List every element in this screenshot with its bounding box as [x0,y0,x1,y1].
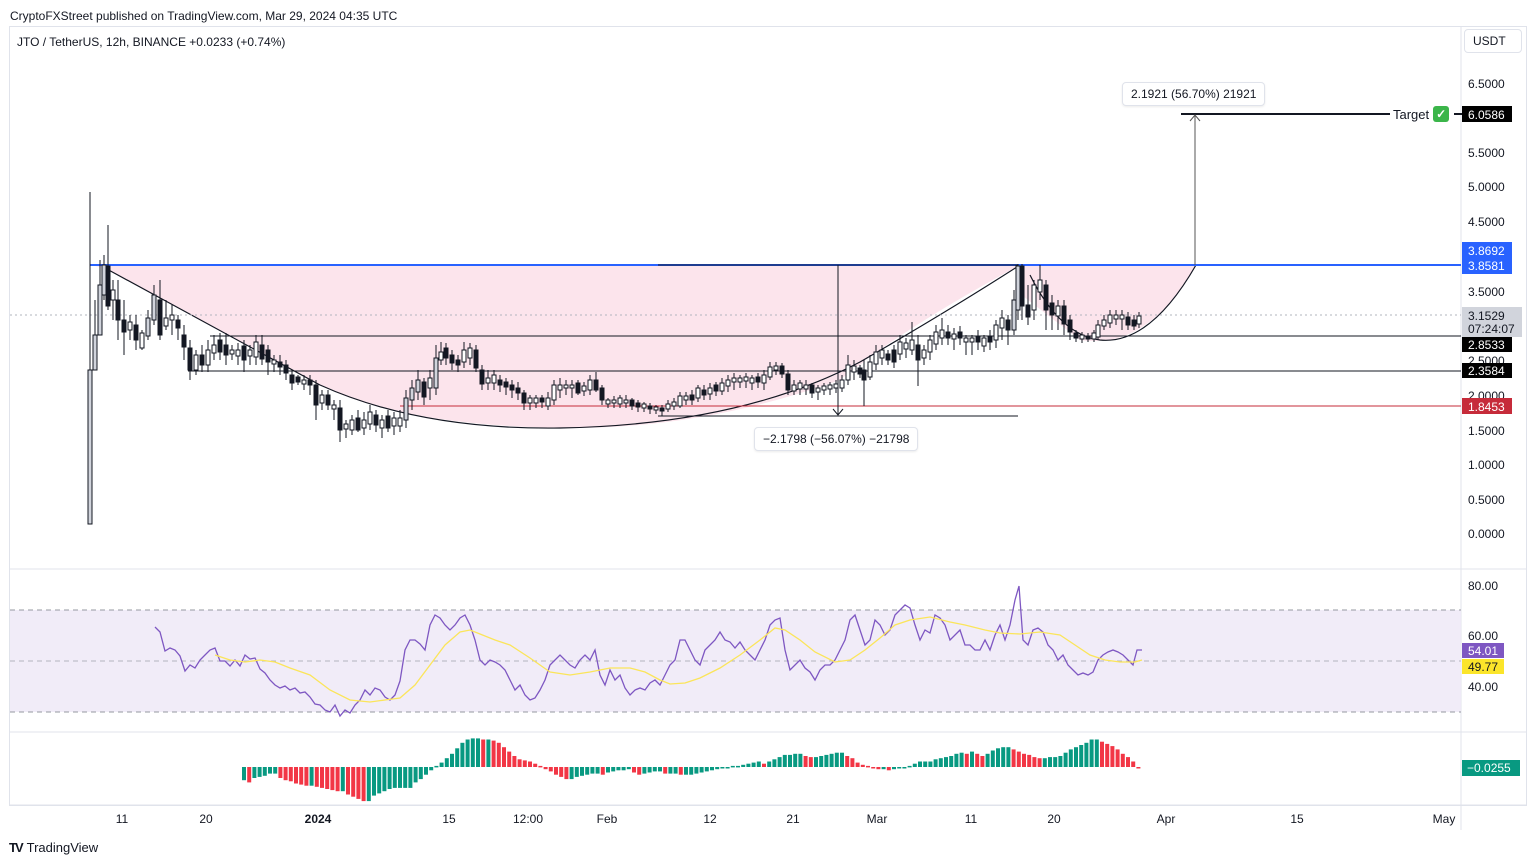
time-tick: 21 [786,812,800,826]
level-1-price-tag [1462,337,1512,352]
price-tick: 0.5000 [1468,493,1505,507]
time-tick: Apr [1156,812,1176,826]
publisher-line: CryptoFXStreet published on TradingView.… [10,9,398,23]
svg-text:3.8581: 3.8581 [1468,259,1505,273]
arrow-down-icon [832,408,844,416]
time-tick: Mar [866,812,888,826]
lower-measure-label: −2.1798 (−56.07%) −21798 [754,427,919,451]
time-tick: May [1432,812,1456,826]
svg-text:3.1529: 3.1529 [1468,309,1505,323]
target-label-text: Target [1393,106,1430,122]
svg-text:6.0586: 6.0586 [1468,108,1505,122]
cup-curve [104,264,1021,429]
rsi-tick: 60.00 [1468,629,1498,643]
svg-text:2.8533: 2.8533 [1468,338,1505,352]
tradingview-logo-icon: TV [9,840,24,855]
price-tick: 1.0000 [1468,458,1505,472]
price-tick: 5.5000 [1468,146,1505,160]
price-tick: 3.5000 [1468,285,1505,299]
time-tick: 12:00 [512,812,544,826]
svg-text:−0.0255: −0.0255 [1467,761,1511,775]
svg-text:07:24:07: 07:24:07 [1468,322,1515,336]
rsi-ma-line [214,616,1143,703]
target-annotation: Target ✓ [1393,106,1450,122]
symbol-info: JTO / TetherUS, 12h, BINANCE +0.0233 (+0… [17,35,286,49]
price-tick: 4.5000 [1468,215,1505,229]
check-mark-icon: ✓ [1433,106,1450,122]
svg-text:54.01: 54.01 [1468,644,1498,658]
brand-name: TradingView [26,840,99,855]
price-tick: 0.0000 [1468,527,1505,541]
time-tick: 12 [703,812,717,826]
time-tick: 15 [442,812,456,826]
resistance-price-tag [1462,242,1512,274]
last-price-tag [1462,307,1522,337]
target-price-tag [1462,106,1512,122]
upper-measure-label: 2.1921 (56.70%) 21921 [1122,82,1266,106]
cup-fill-body [92,265,1020,428]
time-tick: 11 [115,812,129,826]
time-tick: 20 [199,812,213,826]
currency-button[interactable]: USDT [1464,29,1522,53]
arrow-up-icon [1189,114,1201,122]
brand-footer[interactable]: TV TradingView [9,840,98,855]
svg-text:3.8692: 3.8692 [1468,244,1505,258]
price-tick: 1.5000 [1468,424,1505,438]
level-2-price-tag [1462,363,1512,378]
time-tick: 11 [964,812,978,826]
svg-text:49.77: 49.77 [1468,660,1498,674]
price-axis[interactable]: 6.5000 5.5000 5.0000 4.5000 3.5000 2.500… [1468,77,1505,541]
macd-value-tag [1462,760,1520,776]
rsi-tick: 80.00 [1468,579,1498,593]
price-tick: 6.5000 [1468,77,1505,91]
candlesticks [87,192,1142,525]
rsi-tick: 40.00 [1468,680,1498,694]
time-tick: 15 [1290,812,1304,826]
rsi-value-tag [1462,643,1504,658]
svg-text:1.8453: 1.8453 [1468,400,1505,414]
time-tick: Feb [596,812,618,826]
time-tick: 20 [1047,812,1061,826]
macd-histogram [242,738,1141,802]
svg-text:2.3584: 2.3584 [1468,364,1505,378]
rsi-line [154,585,1142,718]
support-price-tag [1462,398,1512,414]
rsi-ma-value-tag [1462,659,1504,674]
time-tick: 2024 [304,812,332,826]
price-tick: 5.0000 [1468,180,1505,194]
